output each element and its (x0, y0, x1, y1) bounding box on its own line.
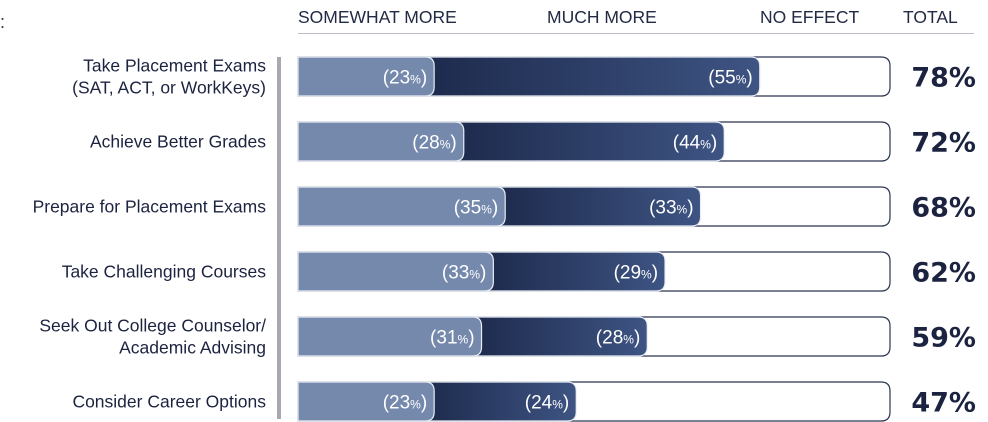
total-label: 59% (911, 323, 976, 354)
value-label-somewhat-more: (31%) (430, 328, 474, 349)
header-no-effect: NO EFFECT (760, 7, 860, 27)
bar-somewhat-more (297, 251, 494, 292)
stray-colon: : (0, 12, 6, 32)
value-label-somewhat-more: (33%) (442, 263, 486, 284)
header-much-more: MUCH MORE (547, 7, 657, 27)
bar-somewhat-more (297, 381, 435, 422)
bar-much-more (494, 186, 702, 227)
value-label-much-more: (28%) (596, 328, 640, 349)
total-label: 62% (911, 258, 976, 289)
value-label-much-more: (29%) (614, 263, 658, 284)
value-label-somewhat-more: (28%) (412, 133, 456, 154)
total-label: 78% (911, 63, 976, 94)
bar-somewhat-more (297, 56, 435, 97)
bar-somewhat-more (297, 186, 506, 227)
value-label-somewhat-more: (35%) (454, 198, 498, 219)
bar-somewhat-more (297, 121, 465, 162)
value-label-much-more: (24%) (525, 393, 569, 414)
bar-much-more (453, 121, 725, 162)
header-total: TOTAL (903, 7, 958, 27)
bar-much-more (482, 251, 666, 292)
bar-much-more (470, 316, 648, 357)
bar-somewhat-more (297, 316, 483, 357)
total-label: 68% (911, 193, 976, 224)
header-somewhat-more: SOMEWHAT MORE (298, 7, 457, 27)
category-label: (SAT, ACT, or WorkKeys) (72, 78, 266, 98)
category-label: Take Challenging Courses (62, 262, 267, 282)
category-axis-line (277, 57, 281, 419)
category-label: Academic Advising (119, 338, 266, 358)
category-label: Take Placement Exams (83, 56, 266, 76)
value-label-much-more: (55%) (708, 68, 752, 89)
value-label-somewhat-more: (23%) (383, 393, 427, 414)
category-label: Prepare for Placement Exams (33, 197, 267, 217)
total-label: 72% (911, 128, 976, 159)
category-label: Consider Career Options (72, 392, 266, 412)
category-label: Achieve Better Grades (90, 132, 266, 152)
header-rule (298, 33, 974, 34)
total-label: 47% (911, 388, 976, 419)
bar-much-more (423, 56, 761, 97)
value-label-much-more: (44%) (673, 133, 717, 154)
value-label-somewhat-more: (23%) (383, 68, 427, 89)
category-label: Seek Out College Counselor/ (39, 316, 266, 336)
value-label-much-more: (33%) (649, 198, 693, 219)
bar-much-more (423, 381, 577, 422)
